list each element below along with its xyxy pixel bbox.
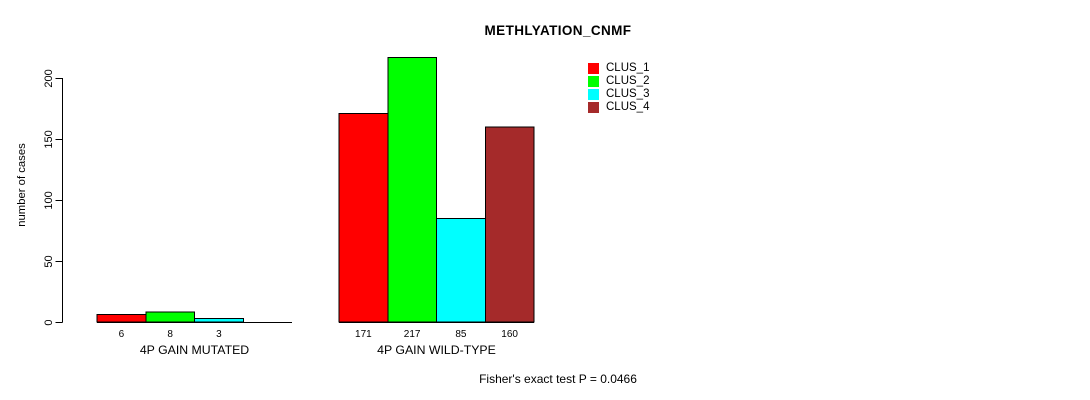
legend-item-clus_1: CLUS_1 bbox=[588, 62, 649, 75]
bar-clus_3 bbox=[436, 217, 486, 323]
legend-label: CLUS_4 bbox=[606, 101, 650, 113]
legend-item-clus_3: CLUS_3 bbox=[588, 88, 649, 101]
legend-swatch-icon bbox=[588, 63, 599, 74]
y-axis-tick-label: 0 bbox=[43, 319, 55, 325]
y-axis-tick-label: 100 bbox=[43, 191, 55, 209]
legend-label: CLUS_2 bbox=[606, 75, 650, 87]
fisher-test-annotation: Fisher's exact test P = 0.0466 bbox=[479, 372, 637, 386]
bar-value-label: 85 bbox=[455, 329, 467, 340]
legend-swatch-icon bbox=[588, 102, 599, 113]
bar-value-label: 171 bbox=[355, 329, 372, 340]
bar-clus_1 bbox=[96, 314, 147, 323]
bar-value-label: 160 bbox=[501, 329, 518, 340]
chart-title: METHLYATION_CNMF bbox=[484, 23, 632, 38]
bar-value-label: 3 bbox=[216, 329, 222, 340]
legend: CLUS_1 CLUS_2 CLUS_3 CLUS_4 bbox=[588, 62, 649, 114]
bar-value-label: 8 bbox=[167, 329, 173, 340]
bar-clus_2 bbox=[387, 56, 437, 323]
bar-clus_3 bbox=[194, 317, 244, 323]
y-axis-tick-label: 50 bbox=[43, 255, 55, 267]
bar-value-label: 6 bbox=[118, 329, 125, 340]
legend-item-clus_2: CLUS_2 bbox=[588, 75, 649, 88]
legend-item-clus_4: CLUS_4 bbox=[588, 101, 649, 114]
y-axis-tick-label: 150 bbox=[43, 130, 55, 148]
category-label: 4P GAIN MUTATED bbox=[139, 343, 250, 357]
bar-value-label: 217 bbox=[403, 329, 421, 340]
bar-clus_1 bbox=[338, 112, 389, 323]
bar-clus_2 bbox=[145, 311, 195, 323]
legend-label: CLUS_1 bbox=[606, 62, 650, 74]
category-label: 4P GAIN WILD-TYPE bbox=[377, 343, 496, 357]
bar-clus_4 bbox=[484, 126, 535, 323]
legend-swatch-icon bbox=[588, 89, 599, 100]
y-axis-tick-label: 200 bbox=[43, 69, 55, 87]
legend-swatch-icon bbox=[588, 76, 599, 87]
legend-label: CLUS_3 bbox=[606, 88, 650, 100]
